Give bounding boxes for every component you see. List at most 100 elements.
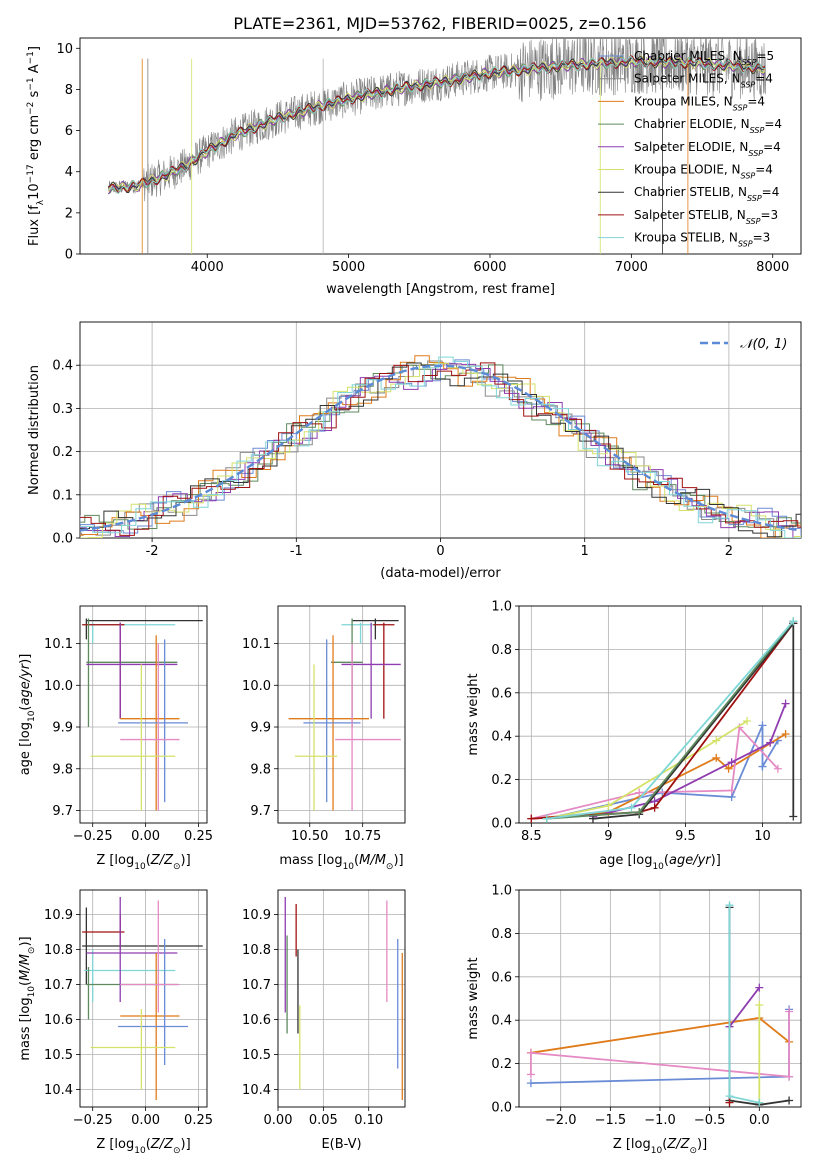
label-part: ( [18,981,33,986]
x-tick-label: 9.5 [675,829,696,844]
legend-label: Kroupa ELODIE, NSSP=4 [634,163,773,181]
age_vs_mass-xlabel: mass [log10(M/M⊙)] [279,853,403,872]
gaussian-curve [80,364,801,532]
label-part: 10 [27,710,37,722]
mass_vs_ebv-axes: 0.00 0.05 0.10 10.4 10.5 10.6 10.7 10.8 10.9 [242,889,406,1128]
weight-line [592,620,795,820]
histogram-series [80,356,801,538]
weight_vs_age-ylabel: mass weight [466,673,481,755]
label-part: ( [354,853,359,868]
legend-sub: SSP [747,194,762,203]
y-tick-label: 8 [65,83,73,98]
y-tick-label: 0.2 [491,1057,512,1072]
weight-marker [755,1001,764,1010]
weight-marker [727,758,736,767]
x-tick-label: −0.25 [73,829,113,844]
y-tick-label: 10.0 [242,679,271,694]
legend-sub: SSP [742,58,757,67]
weight-marker [627,803,636,812]
histogram-series [80,362,801,538]
y-tick-label: 1.0 [491,884,512,899]
y-tick-label: 0.8 [491,643,512,658]
x-tick-label: 0.05 [309,1113,338,1128]
x-tick-label: 5000 [332,260,365,275]
y-tick-label: 10.8 [44,943,73,958]
weight-marker [604,801,613,810]
spectrum-xlabel: wavelength [Angstrom, rest frame] [326,282,555,297]
histogram-steps [80,355,801,538]
x-tick-label: -1 [290,544,303,559]
mass_vs_Z-xlabel: Z [log10(Z/Z⊙)] [96,1137,190,1156]
label-part: age [log [18,722,33,775]
label-part: ⊙ [386,862,394,872]
label-part: )] [181,853,191,868]
weight-marker [635,808,644,817]
label-part: Z/Z [666,1137,690,1152]
weight_vs_Z-axes: −2.0 −1.5 −1.0 −0.5 0.0 0.0 0.2 0.4 0.6 0.8 1.0 [491,884,802,1128]
y-tick-label: 2 [65,206,73,221]
label-part: 10 [651,1146,663,1156]
y-tick-label: 1.0 [491,600,512,615]
legend-tail: =3 [760,208,778,222]
axes-frame [79,605,208,824]
weight-marker [773,764,782,773]
weight-line [546,620,795,820]
weight-line [546,725,779,820]
histogram-xlabel: (data-model)/error [380,566,501,581]
label-part: )] [181,1137,191,1152]
label-part: Flux [f [27,205,42,246]
label-part: 10 [343,862,355,872]
label-part: mass weight [466,957,481,1039]
age_vs_mass-axes: 10.50 10.75 9.7 9.8 9.9 10.0 10.1 [242,605,406,844]
label-part: wavelength [Angstrom, rest frame] [326,282,555,297]
label-part: mass weight [466,673,481,755]
weight-marker [785,1072,794,1081]
label-part: Z/Z [150,1137,174,1152]
age_vs_Z-ylabel: age [log10(age/yr)] [18,654,37,776]
y-tick-label: 10.5 [44,1048,73,1063]
legend-sub: SSP [738,239,753,248]
label-part: 10 [134,1146,146,1156]
legend-sub: SSP [748,148,763,157]
x-tick-label: 2 [725,544,733,559]
weight-marker [526,1070,535,1079]
label-part: age/yr [18,662,33,705]
x-tick-label: −0.5 [694,1113,726,1128]
legend-sub: SSP [741,80,756,89]
legend-tail: =4 [755,72,773,86]
weight-marker [755,983,764,992]
x-tick-label: 0.00 [264,1113,293,1128]
label-part: ⊙ [173,862,181,872]
mass_vs_Z-points [82,897,203,1100]
x-tick-label: 10 [754,829,771,844]
weight-line [530,1011,790,1078]
axes-frame [79,321,802,539]
y-tick-label: 0.3 [52,402,73,417]
weight-marker [758,721,767,730]
x-tick-label: 0.25 [184,829,213,844]
y-tick-label: 6 [65,124,73,139]
y-tick-label: 10.6 [242,1013,271,1028]
label-part: M/M [359,853,386,868]
legend-text: Kroupa STELIB, N [634,231,738,245]
y-tick-label: 10 [56,42,73,57]
histogram-series [80,359,801,538]
label-part: Z [log [613,1137,651,1152]
legend-text: Salpeter MILES, N [634,72,741,86]
y-tick-label: 10.7 [242,978,271,993]
label-part: )] [393,853,403,868]
label-part: mass [log [279,853,342,868]
axes-frame [79,889,208,1108]
weight-marker [712,736,721,745]
x-tick-label: 0.10 [354,1113,383,1128]
weight-marker [781,730,790,739]
y-tick-label: 10.1 [242,637,271,652]
label-part: ⊙ [689,1146,697,1156]
y-tick-label: 9.7 [250,804,271,819]
weight-marker [527,814,536,823]
y-tick-label: 0.0 [491,817,512,832]
mass_vs_ebv-xlabel: E(B-V) [321,1137,361,1152]
legend-text: Chabrier MILES, N [634,49,742,63]
label-part: M/M [18,954,33,981]
x-tick-label: 10.75 [344,829,381,844]
